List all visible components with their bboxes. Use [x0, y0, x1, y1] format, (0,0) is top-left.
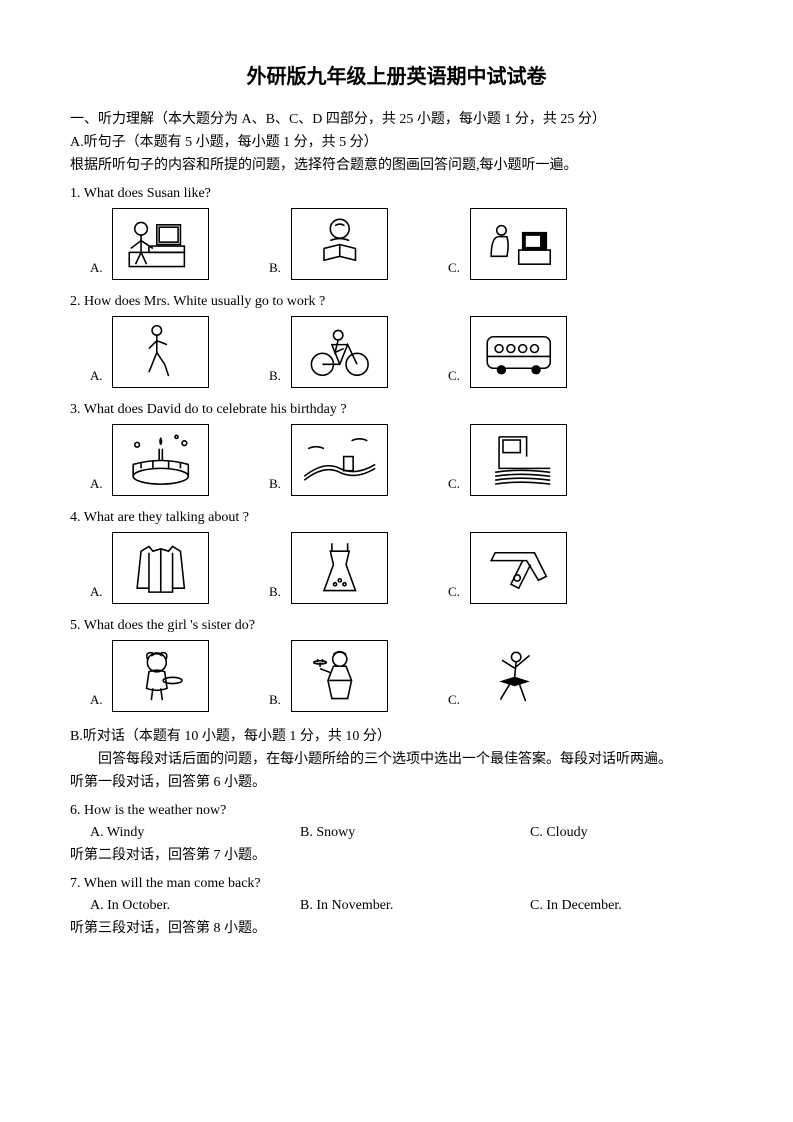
q6-option-a[interactable]: A. Windy [90, 825, 300, 841]
section-intro-3: 根据所听句子的内容和所提的问题，选择符合题意的图画回答问题,每小题听一遍。 [70, 155, 723, 176]
q1-option-a[interactable]: A. [90, 208, 209, 280]
q3b-greatwall-icon [291, 424, 388, 496]
q2a-walking-icon [112, 316, 209, 388]
page-title: 外研版九年级上册英语期中试试卷 [70, 60, 723, 89]
option-label-a: A. [90, 368, 106, 388]
q1-option-b[interactable]: B. [269, 208, 388, 280]
option-label-b: B. [269, 692, 285, 712]
option-label-b: B. [269, 584, 285, 604]
q4-options: A. B. C. [90, 532, 723, 604]
question-3: 3. What does David do to celebrate his b… [70, 402, 723, 418]
q6-options: A. Windy B. Snowy C. Cloudy [90, 825, 723, 841]
q5-option-b[interactable]: B. [269, 640, 388, 712]
option-label-b: B. [269, 476, 285, 496]
q7-option-a[interactable]: A. In October. [90, 898, 300, 914]
option-label-c: C. [448, 368, 464, 388]
q1b-reading-icon [291, 208, 388, 280]
option-label-c: C. [448, 584, 464, 604]
option-label-a: A. [90, 476, 106, 496]
q5-options: A. B. C. [90, 640, 723, 712]
q6-option-c[interactable]: C. Cloudy [530, 825, 723, 841]
section-b-intro-5: 听第三段对话，回答第 8 小题。 [70, 918, 723, 939]
question-4: 4. What are they talking about ? [70, 510, 723, 526]
q1a-computer-icon [112, 208, 209, 280]
q5-option-c[interactable]: C. [448, 642, 565, 712]
q3-options: A. B. C. [90, 424, 723, 496]
option-label-a: A. [90, 260, 106, 280]
q1-options: A. B. C. [90, 208, 723, 280]
q5c-dancer-icon [470, 642, 565, 712]
q4-option-c[interactable]: C. [448, 532, 567, 604]
q4c-scarf-icon [470, 532, 567, 604]
option-label-c: C. [448, 476, 464, 496]
option-label-a: A. [90, 692, 106, 712]
q3c-cinema-icon [470, 424, 567, 496]
section-b-intro-1: B.听对话（本题有 10 小题，每小题 1 分，共 10 分） [70, 726, 723, 747]
q5a-cook-icon [112, 640, 209, 712]
question-7: 7. When will the man come back? [70, 876, 723, 892]
question-6: 6. How is the weather now? [70, 803, 723, 819]
q7-options: A. In October. B. In November. C. In Dec… [90, 898, 723, 914]
q3-option-a[interactable]: A. [90, 424, 209, 496]
q3a-cake-icon [112, 424, 209, 496]
q4b-dress-icon [291, 532, 388, 604]
q2-option-c[interactable]: C. [448, 316, 567, 388]
q5b-waitress-icon [291, 640, 388, 712]
section-b-intro-3: 听第一段对话，回答第 6 小题。 [70, 772, 723, 793]
q4-option-a[interactable]: A. [90, 532, 209, 604]
q7-option-b[interactable]: B. In November. [300, 898, 530, 914]
q4a-jacket-icon [112, 532, 209, 604]
option-label-b: B. [269, 368, 285, 388]
q1c-tv-icon [470, 208, 567, 280]
q3-option-b[interactable]: B. [269, 424, 388, 496]
section-b-intro-4: 听第二段对话，回答第 7 小题。 [70, 845, 723, 866]
q2-option-a[interactable]: A. [90, 316, 209, 388]
q1-option-c[interactable]: C. [448, 208, 567, 280]
q2-options: A. B. C. [90, 316, 723, 388]
q7-option-c[interactable]: C. In December. [530, 898, 723, 914]
question-1: 1. What does Susan like? [70, 186, 723, 202]
q3-option-c[interactable]: C. [448, 424, 567, 496]
question-5: 5. What does the girl 's sister do? [70, 618, 723, 634]
q6-option-b[interactable]: B. Snowy [300, 825, 530, 841]
option-label-c: C. [448, 260, 464, 280]
q5-option-a[interactable]: A. [90, 640, 209, 712]
q2c-bus-icon [470, 316, 567, 388]
section-intro-2: A.听句子（本题有 5 小题，每小题 1 分，共 5 分） [70, 132, 723, 153]
q2b-bicycle-icon [291, 316, 388, 388]
q4-option-b[interactable]: B. [269, 532, 388, 604]
q2-option-b[interactable]: B. [269, 316, 388, 388]
option-label-a: A. [90, 584, 106, 604]
question-2: 2. How does Mrs. White usually go to wor… [70, 294, 723, 310]
option-label-c: C. [448, 692, 464, 712]
section-b-intro-2: 回答每段对话后面的问题，在每小题所给的三个选项中选出一个最佳答案。每段对话听两遍… [70, 749, 723, 770]
option-label-b: B. [269, 260, 285, 280]
section-intro-1: 一、听力理解（本大题分为 A、B、C、D 四部分，共 25 小题，每小题 1 分… [70, 109, 723, 130]
